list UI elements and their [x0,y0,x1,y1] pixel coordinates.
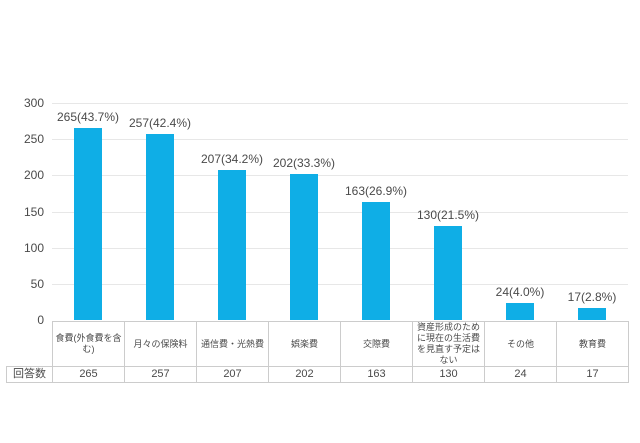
bar-value-label: 265(43.7%) [56,110,120,124]
category-header-cell: 教育費 [556,321,629,367]
category-header-cell: 月々の保険料 [124,321,197,367]
category-header-cell: 食費(外食費を含む) [52,321,125,367]
gridline-100 [52,248,628,249]
category-header-cell: 通信費・光熱費 [196,321,269,367]
bar-3 [218,170,246,320]
table-values-row: 回答数 265 257 207 202 163 130 24 17 [6,366,629,383]
bar-value-label: 163(26.9%) [344,184,408,198]
bar-value-label: 202(33.3%) [272,156,336,170]
gridline-300 [52,103,628,104]
bar-8 [578,308,606,320]
category-header-cell: その他 [484,321,557,367]
y-axis-tick-label: 0 [37,313,44,327]
category-header-cell: 資産形成のために現在の生活費を見直す予定はない [412,321,485,367]
bar-value-label: 24(4.0%) [495,285,545,299]
count-value-cell: 163 [340,366,413,383]
count-value-cell: 207 [196,366,269,383]
y-axis-tick-label: 200 [23,168,44,182]
count-value-cell: 130 [412,366,485,383]
bar-value-label: 207(34.2%) [200,152,264,166]
response-count-table: 食費(外食費を含む) 月々の保険料 通信費・光熱費 娯楽費 交際費 資産形成のために現在の… [6,321,629,383]
bar-6 [434,226,462,320]
bar-5 [362,202,390,320]
count-value-cell: 24 [484,366,557,383]
bar-4 [290,174,318,320]
bar-value-label: 257(42.4%) [128,116,192,130]
count-value-cell: 17 [556,366,629,383]
y-axis-tick-label: 150 [23,205,44,219]
category-header-cell: 交際費 [340,321,413,367]
count-value-cell: 265 [52,366,125,383]
gridline-150 [52,212,628,213]
bar-2 [146,134,174,320]
gridline-250 [52,139,628,140]
y-axis-tick-label: 100 [23,241,44,255]
bar-1 [74,128,102,320]
y-axis-tick-label: 300 [23,96,44,110]
category-header-cell: 娯楽費 [268,321,341,367]
y-axis-tick-label: 250 [23,132,44,146]
gridline-50 [52,284,628,285]
bar-value-label: 130(21.5%) [416,208,480,222]
table-corner-cell [7,322,53,367]
count-value-cell: 202 [268,366,341,383]
gridline-200 [52,175,628,176]
y-axis-tick-label: 50 [30,277,44,291]
bar-7 [506,303,534,320]
bar-value-label: 17(2.8%) [567,290,617,304]
table-header-row: 食費(外食費を含む) 月々の保険料 通信費・光熱費 娯楽費 交際費 資産形成のために現在の… [7,321,629,367]
row-header-cell: 回答数 [6,366,53,383]
count-value-cell: 257 [124,366,197,383]
